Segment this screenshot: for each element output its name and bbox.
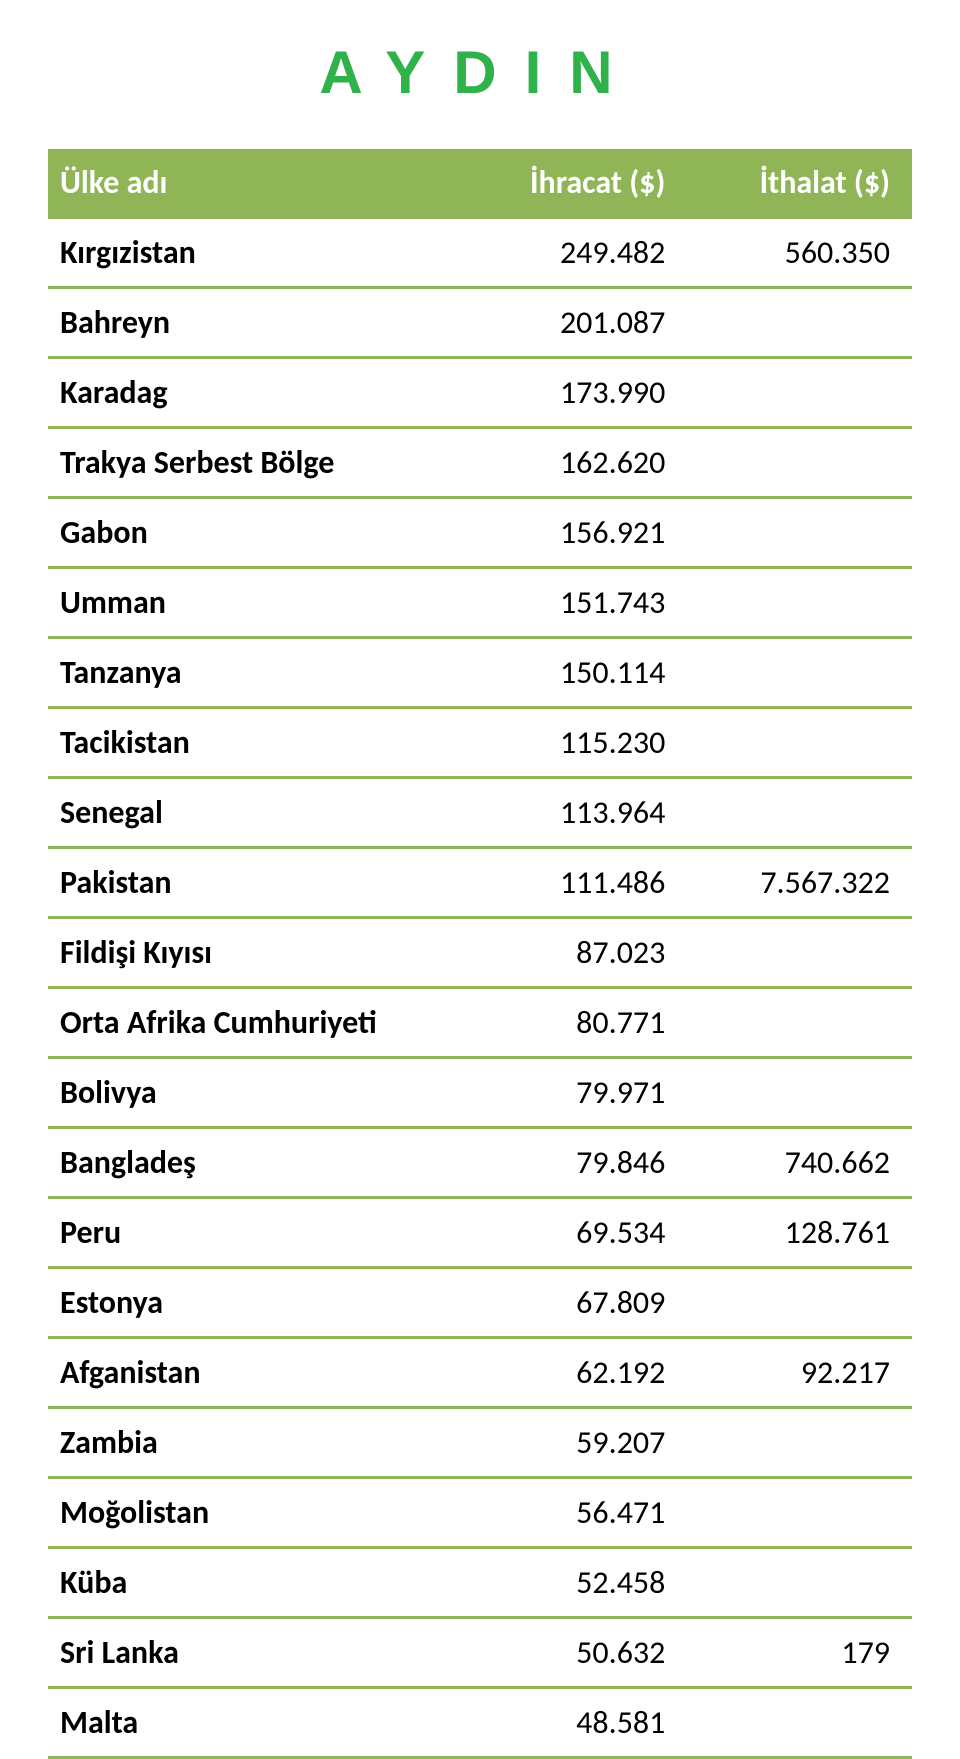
cell-import bbox=[687, 708, 912, 778]
logo-text: AYDIN bbox=[319, 38, 640, 107]
cell-import bbox=[687, 638, 912, 708]
cell-export: 59.207 bbox=[454, 1408, 687, 1478]
cell-export: 79.971 bbox=[454, 1058, 687, 1128]
cell-export: 67.809 bbox=[454, 1268, 687, 1338]
cell-country: Tanzanya bbox=[48, 638, 454, 708]
cell-import: 560.350 bbox=[687, 218, 912, 288]
cell-country: Trakya Serbest Bölge bbox=[48, 428, 454, 498]
table-row: Moğolistan56.471 bbox=[48, 1478, 912, 1548]
cell-import bbox=[687, 1268, 912, 1338]
table-row: Fildişi Kıyısı87.023 bbox=[48, 918, 912, 988]
table-row: Tanzanya150.114 bbox=[48, 638, 912, 708]
cell-country: Gabon bbox=[48, 498, 454, 568]
cell-export: 111.486 bbox=[454, 848, 687, 918]
cell-country: Senegal bbox=[48, 778, 454, 848]
cell-import: 179 bbox=[687, 1618, 912, 1688]
table-row: Senegal113.964 bbox=[48, 778, 912, 848]
cell-export: 151.743 bbox=[454, 568, 687, 638]
cell-import bbox=[687, 988, 912, 1058]
cell-export: 115.230 bbox=[454, 708, 687, 778]
cell-import bbox=[687, 428, 912, 498]
table-row: Malta48.581 bbox=[48, 1688, 912, 1758]
cell-country: Peru bbox=[48, 1198, 454, 1268]
cell-export: 48.581 bbox=[454, 1688, 687, 1758]
cell-country: Bangladeş bbox=[48, 1128, 454, 1198]
table-row: Bolivya79.971 bbox=[48, 1058, 912, 1128]
col-export: İhracat ($) bbox=[454, 149, 687, 218]
cell-import bbox=[687, 1688, 912, 1758]
trade-table: Ülke adı İhracat ($) İthalat ($) Kırgızi… bbox=[48, 149, 912, 1759]
cell-import bbox=[687, 778, 912, 848]
cell-import bbox=[687, 1058, 912, 1128]
cell-country: Afganistan bbox=[48, 1338, 454, 1408]
cell-country: Fildişi Kıyısı bbox=[48, 918, 454, 988]
cell-country: Tacikistan bbox=[48, 708, 454, 778]
cell-export: 162.620 bbox=[454, 428, 687, 498]
table-row: Pakistan111.4867.567.322 bbox=[48, 848, 912, 918]
cell-import bbox=[687, 358, 912, 428]
cell-import bbox=[687, 918, 912, 988]
cell-export: 52.458 bbox=[454, 1548, 687, 1618]
table-row: Trakya Serbest Bölge162.620 bbox=[48, 428, 912, 498]
logo-container: AYDIN bbox=[48, 38, 912, 107]
cell-import bbox=[687, 288, 912, 358]
table-row: Küba52.458 bbox=[48, 1548, 912, 1618]
cell-country: Zambia bbox=[48, 1408, 454, 1478]
cell-import: 7.567.322 bbox=[687, 848, 912, 918]
cell-country: Estonya bbox=[48, 1268, 454, 1338]
cell-export: 69.534 bbox=[454, 1198, 687, 1268]
cell-country: Moğolistan bbox=[48, 1478, 454, 1548]
cell-export: 249.482 bbox=[454, 218, 687, 288]
table-row: Gabon156.921 bbox=[48, 498, 912, 568]
cell-country: Umman bbox=[48, 568, 454, 638]
cell-country: Bahreyn bbox=[48, 288, 454, 358]
cell-import: 128.761 bbox=[687, 1198, 912, 1268]
cell-export: 79.846 bbox=[454, 1128, 687, 1198]
table-row: Estonya67.809 bbox=[48, 1268, 912, 1338]
cell-export: 87.023 bbox=[454, 918, 687, 988]
cell-country: Pakistan bbox=[48, 848, 454, 918]
cell-export: 113.964 bbox=[454, 778, 687, 848]
cell-import bbox=[687, 1408, 912, 1478]
cell-import bbox=[687, 1478, 912, 1548]
cell-country: Küba bbox=[48, 1548, 454, 1618]
table-row: Tacikistan115.230 bbox=[48, 708, 912, 778]
cell-export: 80.771 bbox=[454, 988, 687, 1058]
table-row: Umman151.743 bbox=[48, 568, 912, 638]
col-country: Ülke adı bbox=[48, 149, 454, 218]
cell-export: 173.990 bbox=[454, 358, 687, 428]
cell-import: 92.217 bbox=[687, 1338, 912, 1408]
cell-export: 56.471 bbox=[454, 1478, 687, 1548]
cell-country: Orta Afrika Cumhuriyeti bbox=[48, 988, 454, 1058]
cell-import bbox=[687, 498, 912, 568]
cell-import bbox=[687, 568, 912, 638]
table-row: Sri Lanka50.632179 bbox=[48, 1618, 912, 1688]
cell-export: 50.632 bbox=[454, 1618, 687, 1688]
cell-import bbox=[687, 1548, 912, 1618]
col-import: İthalat ($) bbox=[687, 149, 912, 218]
cell-export: 156.921 bbox=[454, 498, 687, 568]
cell-export: 62.192 bbox=[454, 1338, 687, 1408]
cell-country: Sri Lanka bbox=[48, 1618, 454, 1688]
cell-export: 150.114 bbox=[454, 638, 687, 708]
table-header-row: Ülke adı İhracat ($) İthalat ($) bbox=[48, 149, 912, 218]
cell-country: Malta bbox=[48, 1688, 454, 1758]
table-row: Orta Afrika Cumhuriyeti80.771 bbox=[48, 988, 912, 1058]
table-row: Karadag173.990 bbox=[48, 358, 912, 428]
table-row: Afganistan62.19292.217 bbox=[48, 1338, 912, 1408]
cell-country: Karadag bbox=[48, 358, 454, 428]
table-row: Kırgızistan249.482560.350 bbox=[48, 218, 912, 288]
cell-country: Bolivya bbox=[48, 1058, 454, 1128]
cell-country: Kırgızistan bbox=[48, 218, 454, 288]
table-row: Peru69.534128.761 bbox=[48, 1198, 912, 1268]
table-row: Zambia59.207 bbox=[48, 1408, 912, 1478]
cell-export: 201.087 bbox=[454, 288, 687, 358]
table-row: Bahreyn201.087 bbox=[48, 288, 912, 358]
table-row: Bangladeş79.846740.662 bbox=[48, 1128, 912, 1198]
cell-import: 740.662 bbox=[687, 1128, 912, 1198]
